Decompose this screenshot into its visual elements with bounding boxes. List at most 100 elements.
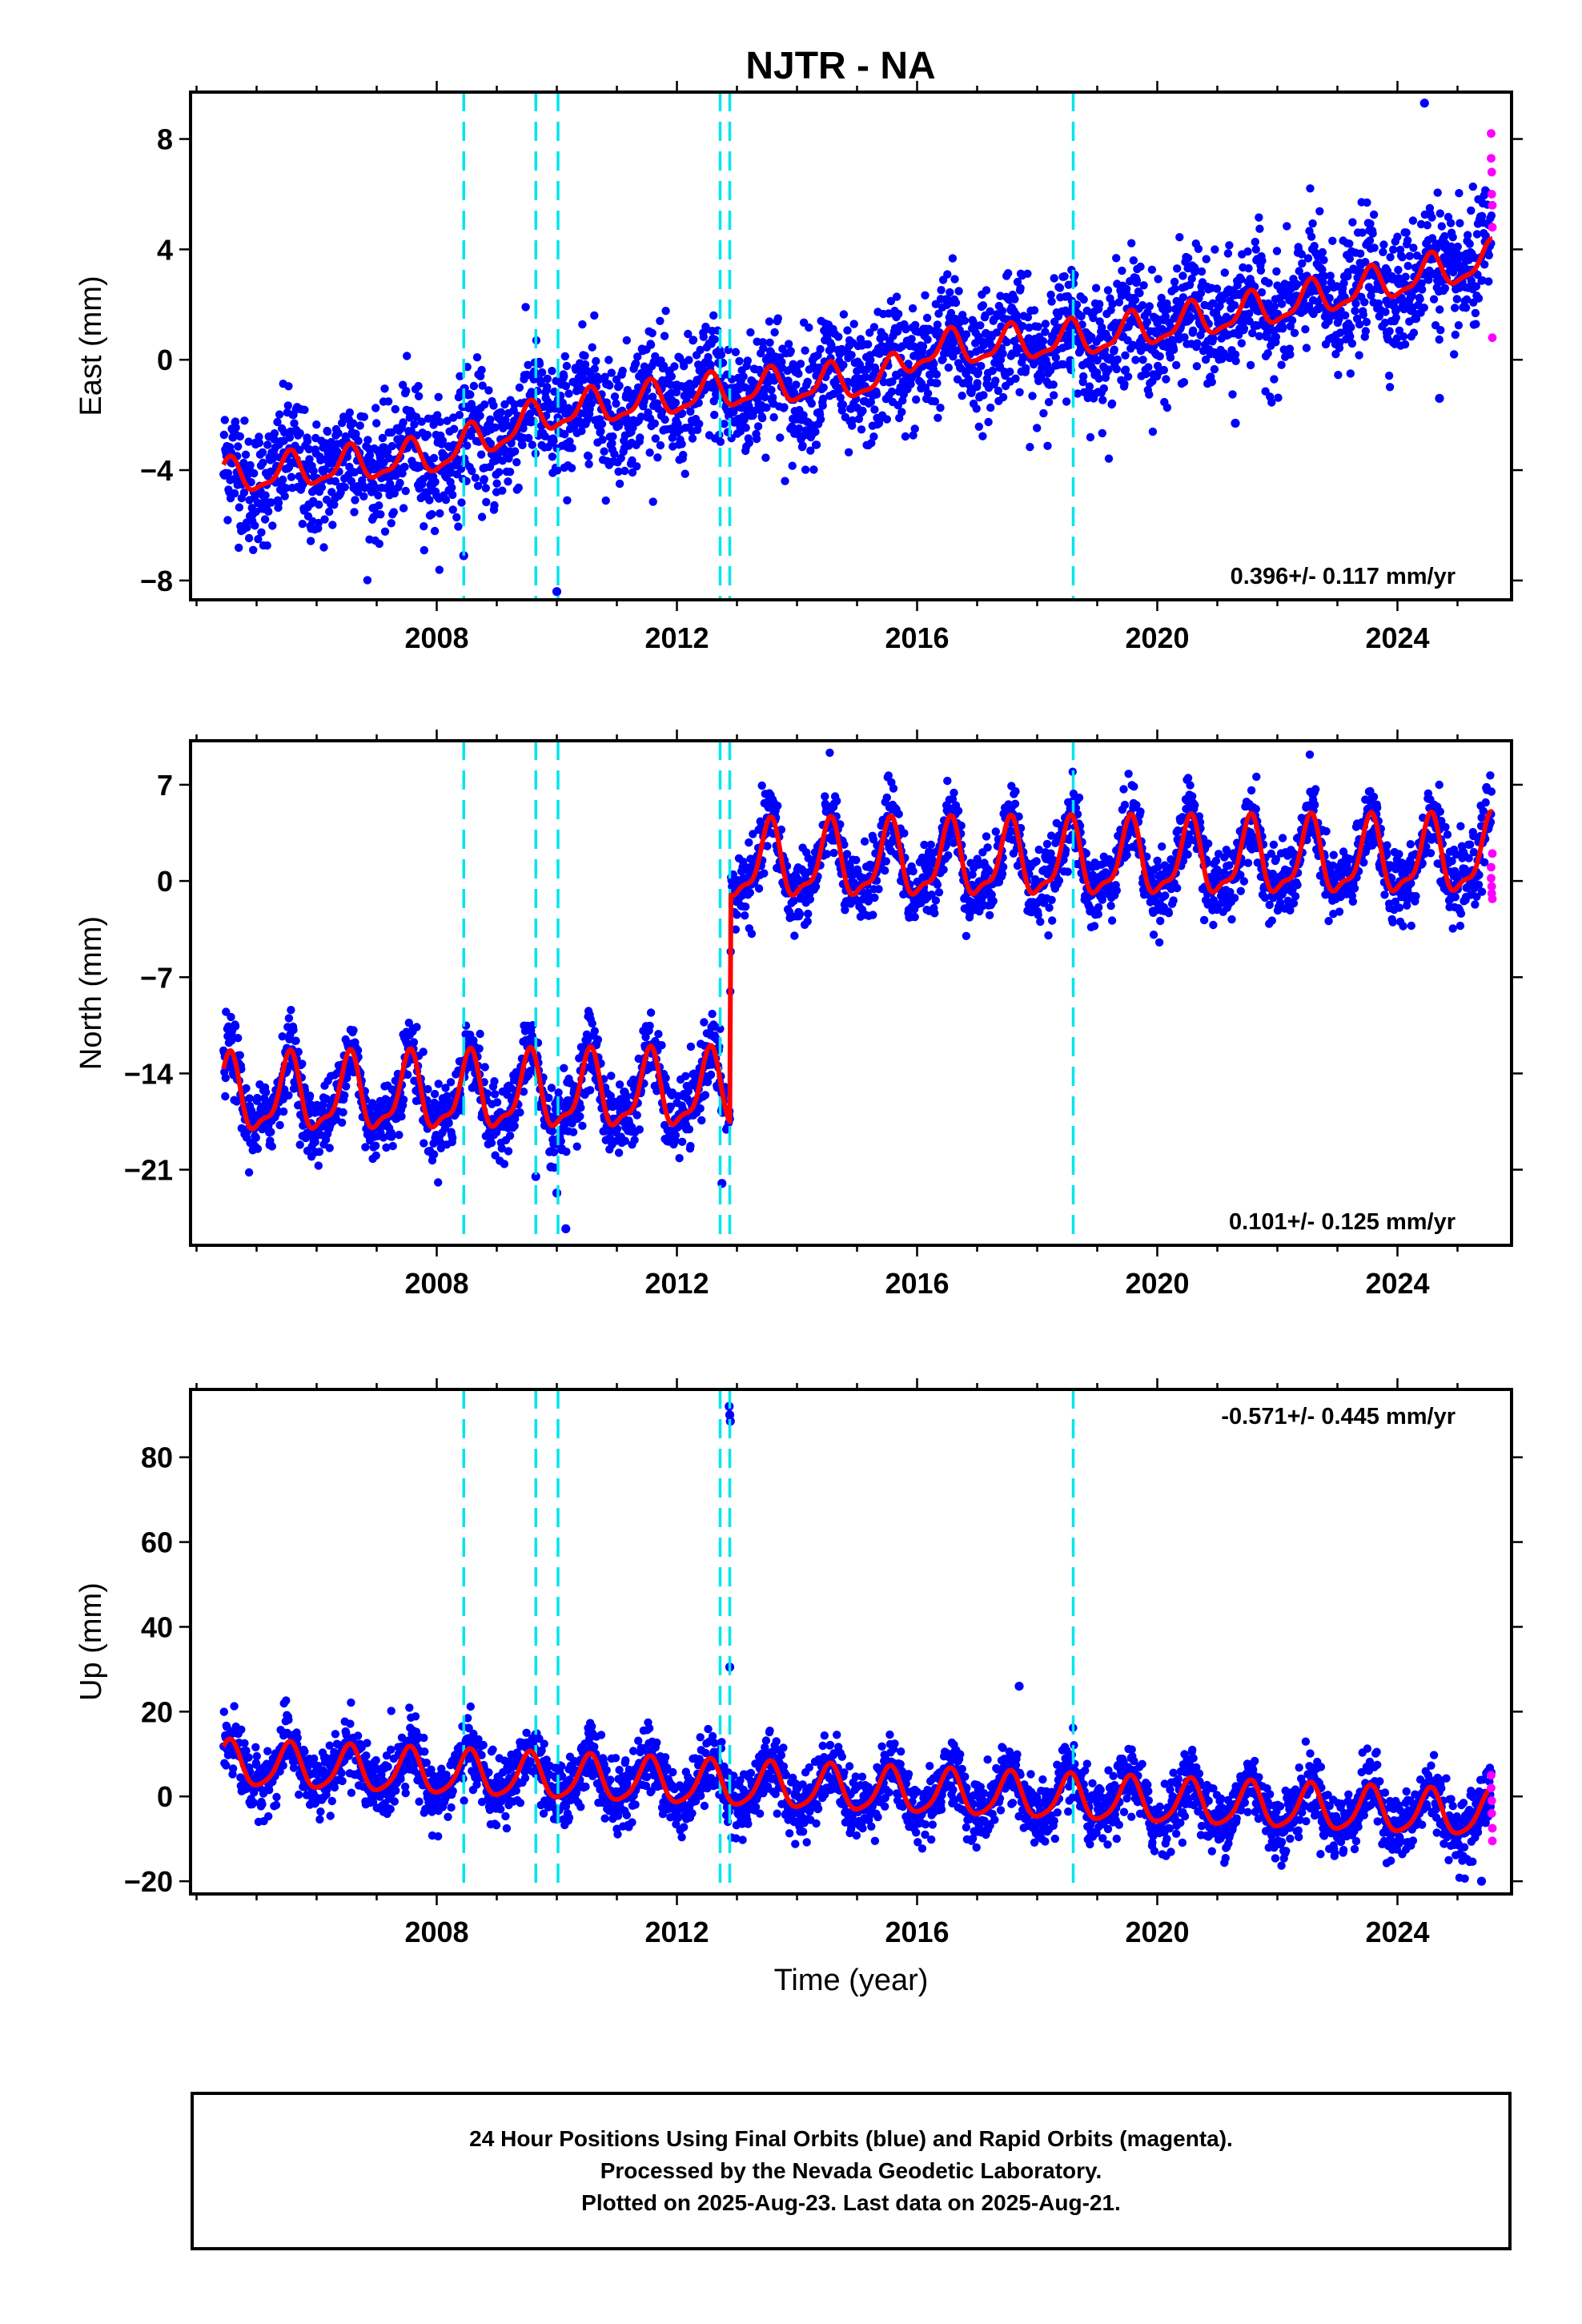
data-point: [1472, 282, 1481, 291]
data-point: [758, 338, 767, 347]
data-point: [762, 403, 771, 412]
data-point: [1395, 326, 1404, 335]
data-point: [476, 450, 486, 459]
data-point: [731, 348, 741, 356]
data-point: [576, 1112, 584, 1121]
data-point: [1405, 251, 1415, 260]
data-point: [287, 1006, 295, 1015]
data-point: [1253, 321, 1263, 330]
data-point: [1360, 298, 1369, 307]
data-point: [685, 1125, 694, 1134]
data-point: [761, 392, 769, 402]
data-point: [433, 411, 442, 420]
data-point: [476, 372, 485, 380]
data-point: [843, 326, 852, 335]
data-point: [317, 483, 327, 492]
data-point: [1189, 326, 1198, 335]
data-point: [1099, 384, 1109, 393]
data-point: [1454, 321, 1464, 330]
data-point: [978, 432, 987, 440]
data-point: [686, 1042, 696, 1051]
data-point: [490, 1090, 500, 1099]
data-point: [991, 376, 1000, 385]
data-point: [616, 453, 625, 463]
data-point: [312, 420, 321, 429]
data-point: [1287, 316, 1297, 325]
data-point: [841, 906, 849, 915]
data-point: [1244, 263, 1253, 273]
data-point: [1452, 295, 1462, 304]
data-point: [471, 473, 480, 482]
data-point: [468, 466, 476, 476]
data-point: [1112, 364, 1122, 374]
data-point: [231, 417, 240, 426]
data-point: [550, 387, 559, 396]
data-point: [448, 490, 457, 500]
data-point: [244, 533, 254, 543]
data-point: [1030, 306, 1039, 315]
data-point: [1062, 397, 1071, 406]
data-point: [794, 369, 803, 378]
data-point: [371, 1151, 380, 1160]
data-point: [1162, 403, 1172, 412]
data-point: [1402, 228, 1411, 237]
data-point: [1026, 443, 1034, 452]
data-point: [345, 408, 354, 417]
data-point: [1411, 314, 1421, 324]
data-point: [1202, 255, 1211, 263]
data-point: [768, 393, 777, 402]
data-point: [511, 447, 520, 456]
data-point: [1446, 219, 1456, 227]
data-point: [641, 392, 650, 402]
data-point: [1079, 295, 1088, 304]
data-point: [434, 1080, 443, 1088]
data-point: [1263, 349, 1272, 358]
data-point: [923, 335, 932, 344]
data-point: [273, 417, 282, 427]
data-point: [1022, 364, 1030, 373]
data-point: [261, 1088, 271, 1097]
data-point: [946, 287, 954, 297]
data-point: [648, 328, 656, 338]
data-point: [1179, 378, 1189, 387]
data-point: [412, 412, 421, 421]
data-point: [388, 1141, 397, 1151]
data-point: [839, 360, 848, 369]
data-point: [351, 429, 360, 438]
data-point: [457, 498, 466, 507]
data-point: [745, 438, 753, 448]
data-point: [255, 438, 264, 448]
data-point: [268, 521, 277, 530]
data-point: [436, 417, 444, 426]
data-point: [908, 304, 917, 313]
data-point: [420, 1139, 428, 1148]
data-point: [720, 420, 729, 428]
data-point: [412, 1023, 421, 1031]
data-point: [1450, 350, 1459, 359]
data-point: [235, 1051, 244, 1059]
data-point: [401, 486, 410, 496]
data-point: [844, 448, 853, 456]
data-point: [759, 344, 768, 352]
data-point: [1423, 221, 1432, 230]
data-point: [680, 362, 689, 371]
data-point: [403, 352, 412, 360]
data-point: [752, 434, 761, 444]
data-point: [284, 1091, 293, 1100]
data-point: [1274, 393, 1283, 402]
data-point: [587, 399, 596, 408]
data-point: [668, 433, 677, 442]
data-point: [805, 323, 813, 332]
data-point: [221, 1073, 230, 1083]
data-point: [912, 395, 921, 404]
data-point: [512, 458, 521, 467]
data-point: [590, 364, 599, 373]
data-point: [974, 368, 983, 377]
data-point: [490, 501, 499, 510]
data-point: [257, 528, 266, 537]
data-point: [263, 541, 271, 550]
data-point: [1023, 313, 1033, 322]
data-point: [1272, 267, 1281, 276]
data-point: [1039, 408, 1048, 418]
data-point: [578, 1121, 587, 1131]
